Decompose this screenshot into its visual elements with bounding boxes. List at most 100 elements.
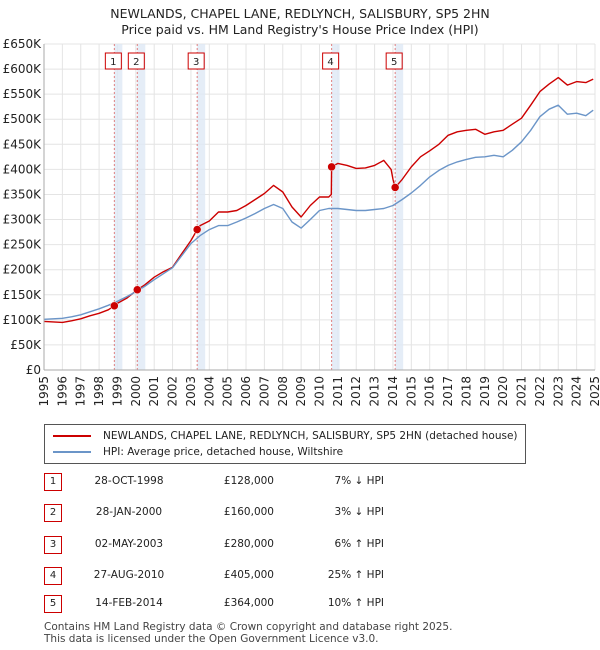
sale-badge: [127, 52, 145, 70]
sale-badge-label: 5: [391, 57, 397, 68]
transaction-number: 2: [44, 504, 62, 522]
legend-label-property: NEWLANDS, CHAPEL LANE, REDLYNCH, SALISBU…: [103, 430, 518, 442]
transaction-date: 28-OCT-1998: [94, 475, 164, 487]
x-tick-label: 1995: [37, 376, 51, 407]
sale-badge: [385, 52, 403, 70]
sale-point: [133, 285, 142, 295]
table-row: 1 28-OCT-1998 £128,000 7% ↓ HPI: [44, 473, 584, 491]
transaction-number: 3: [44, 536, 62, 554]
x-tick-label: 2017: [441, 376, 455, 407]
x-tick-label: 2004: [202, 376, 216, 407]
transaction-number: 1: [44, 473, 62, 491]
sale-points: [110, 162, 400, 311]
sale-badge-label: 2: [133, 57, 139, 68]
x-tick-label: 2010: [313, 376, 327, 407]
table-row: 4 27-AUG-2010 £405,000 25% ↑ HPI: [44, 567, 584, 585]
transaction-hpi: 7% ↓ HPI: [334, 475, 384, 487]
sale-band: [331, 44, 340, 370]
x-tick-label: 2020: [496, 376, 510, 407]
x-tick-label: 2023: [551, 376, 565, 407]
sale-badge-label: 4: [327, 57, 333, 68]
transaction-date: 14-FEB-2014: [95, 597, 163, 609]
x-tick-label: 2005: [221, 376, 235, 407]
x-tick-label: 2009: [294, 376, 308, 407]
sale-point: [192, 225, 202, 234]
y-tick-label: £0: [26, 363, 41, 377]
x-tick-label: 2003: [184, 376, 198, 407]
x-tick-label: 2018: [459, 376, 473, 407]
sale-band: [137, 44, 146, 370]
sale-badge-label: 1: [110, 57, 116, 68]
x-tick-label: 2002: [166, 376, 180, 407]
transaction-date: 27-AUG-2010: [93, 569, 165, 581]
x-tick-label: 2000: [129, 376, 143, 407]
x-tick-label: 2007: [257, 376, 271, 407]
y-tick-label: £350K: [3, 187, 43, 201]
transaction-price: £364,000: [223, 597, 274, 609]
x-tick-label: 2024: [570, 376, 584, 407]
sale-point: [327, 162, 336, 172]
y-tick-label: £250K: [3, 238, 43, 252]
x-tick-label: 2016: [423, 376, 437, 407]
sale-band: [395, 44, 404, 370]
price-chart: 1 2 3 4 5 £0 £50K £100K £150K £200K £250K £300K £35…: [3, 37, 600, 407]
x-tick-label: 2014: [386, 376, 400, 407]
x-tick-label: 2013: [368, 376, 382, 407]
sale-badge: [104, 52, 122, 70]
x-tick-label: 2025: [588, 376, 600, 407]
transaction-hpi: 3% ↓ HPI: [334, 506, 384, 518]
table-row: 3 02-MAY-2003 £280,000 6% ↑ HPI: [44, 536, 584, 554]
x-tick-label: 2001: [147, 376, 161, 407]
footer-note: Contains HM Land Registry data © Crown c…: [44, 621, 452, 645]
y-tick-label: £450K: [3, 137, 43, 151]
transaction-price: £128,000: [223, 475, 274, 487]
sale-badge: [322, 52, 340, 70]
x-tick-label: 2015: [404, 376, 418, 407]
sale-badge-label: 3: [193, 57, 199, 68]
chart-title: NEWLANDS, CHAPEL LANE, REDLYNCH, SALISBU…: [110, 6, 490, 21]
y-tick-label: £100K: [3, 313, 43, 327]
transaction-number: 5: [44, 595, 62, 613]
axes: £0 £50K £100K £150K £200K £250K £300K £350K £400…: [3, 37, 600, 407]
transaction-date: 28-JAN-2000: [95, 506, 163, 518]
legend-item-property: NEWLANDS, CHAPEL LANE, REDLYNCH, SALISBU…: [53, 428, 518, 444]
x-tick-label: 2008: [276, 376, 290, 407]
transaction-hpi: 6% ↑ HPI: [334, 538, 384, 550]
x-tick-label: 2006: [239, 376, 253, 407]
table-row: 5 14-FEB-2014 £364,000 10% ↑ HPI: [44, 595, 584, 613]
transaction-date: 02-MAY-2003: [94, 538, 164, 550]
x-tick-label: 1999: [110, 376, 124, 407]
chart-subtitle: Price paid vs. HM Land Registry's House …: [121, 22, 479, 37]
transaction-hpi: 25% ↑ HPI: [327, 569, 384, 581]
y-tick-label: £50K: [10, 338, 42, 352]
grid: [43, 43, 596, 371]
y-tick-label: £550K: [3, 87, 43, 101]
sale-band: [114, 44, 123, 370]
sale-band: [197, 44, 206, 370]
x-tick-label: 2019: [478, 376, 492, 407]
y-tick-label: £400K: [3, 162, 43, 176]
legend-swatch-property: [53, 435, 91, 437]
y-tick-label: £200K: [3, 263, 43, 277]
sale-labels: 1 2 3 4 5: [104, 52, 403, 70]
transaction-price: £280,000: [223, 538, 274, 550]
x-tick-label: 2011: [331, 376, 345, 407]
x-tick-label: 1996: [55, 376, 69, 407]
sale-bands: [114, 44, 404, 370]
x-tick-label: 1997: [74, 376, 88, 407]
x-tick-label: 2021: [515, 376, 529, 407]
legend-item-hpi: HPI: Average price, detached house, Wilt…: [53, 444, 343, 460]
footer-copyright: Contains HM Land Registry data © Crown c…: [44, 621, 453, 633]
legend-swatch-hpi: [53, 451, 91, 453]
y-tick-label: £300K: [3, 213, 43, 227]
transaction-hpi: 10% ↑ HPI: [327, 597, 384, 609]
sale-badge: [187, 52, 205, 70]
transaction-price: £160,000: [223, 506, 274, 518]
sale-point: [110, 301, 119, 311]
x-tick-label: 1998: [92, 376, 106, 407]
sale-point: [390, 183, 400, 192]
x-tick-label: 2022: [533, 376, 547, 407]
legend: NEWLANDS, CHAPEL LANE, REDLYNCH, SALISBU…: [44, 424, 526, 464]
transaction-number: 4: [44, 567, 62, 585]
x-tick-label: 2012: [349, 376, 363, 407]
